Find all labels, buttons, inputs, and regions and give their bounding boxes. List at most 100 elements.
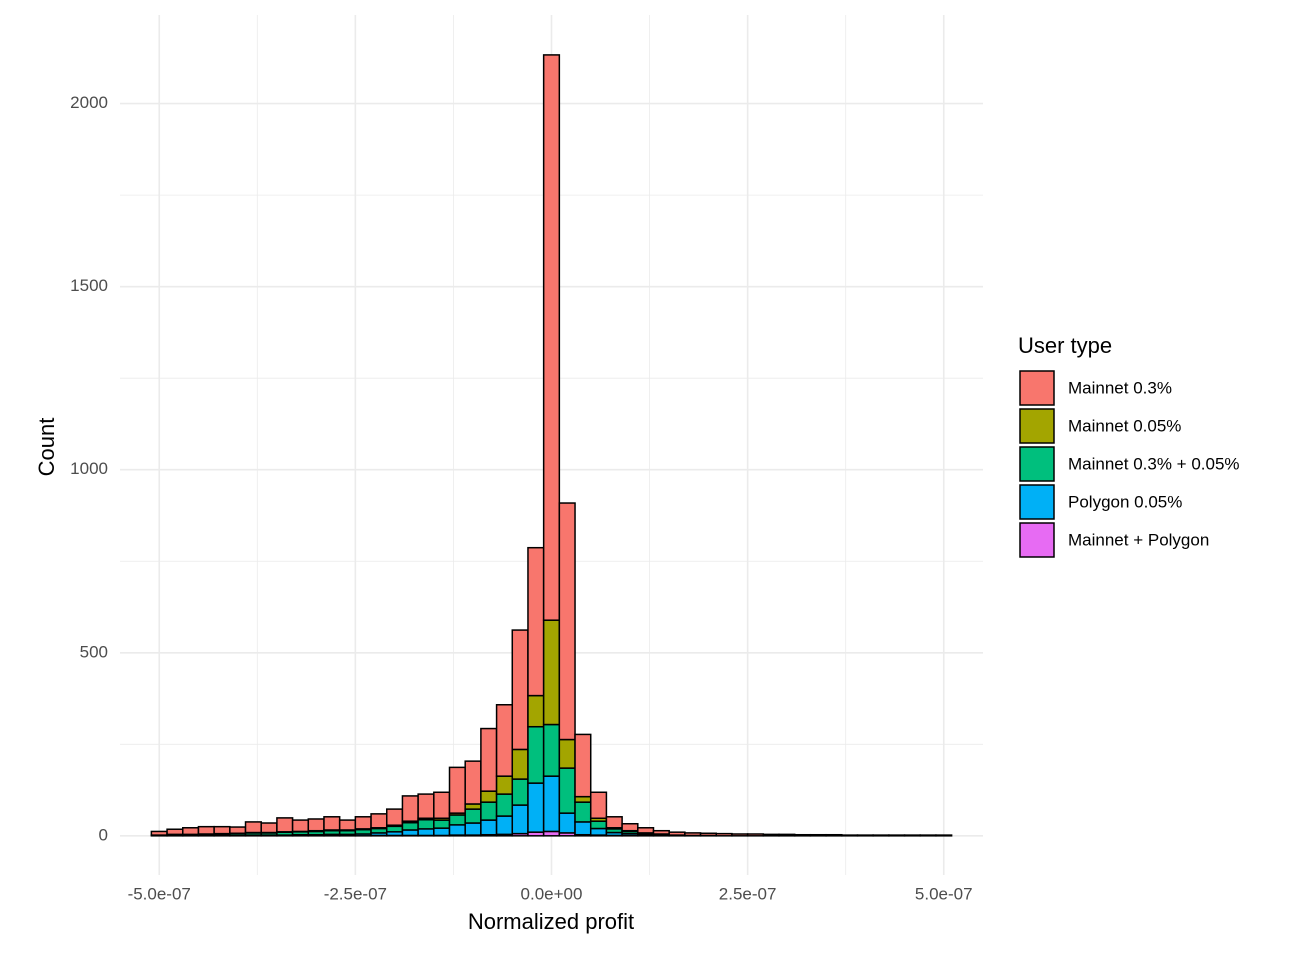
legend-swatch [1019, 446, 1055, 482]
bar [558, 767, 576, 814]
bar [527, 694, 545, 728]
y-tick-label: 2000 [70, 93, 108, 112]
bar [417, 828, 435, 837]
bar [715, 832, 733, 837]
bar [778, 833, 796, 837]
bar [433, 819, 451, 829]
bar [762, 833, 780, 837]
bar [668, 831, 686, 836]
bar [480, 727, 498, 792]
bar [558, 738, 576, 769]
bar [589, 827, 608, 836]
bar [605, 816, 623, 829]
bar [511, 778, 529, 806]
x-tick-label: 0.0e+00 [521, 884, 583, 903]
bar [480, 819, 498, 836]
bar [370, 813, 388, 829]
bar [809, 833, 827, 837]
bar [433, 791, 451, 820]
bar [197, 825, 215, 835]
bar [291, 819, 310, 833]
bar [260, 822, 278, 834]
bar [684, 832, 702, 837]
bar [699, 832, 718, 837]
bar [464, 808, 482, 824]
legend-swatch [1019, 370, 1055, 406]
bar [338, 819, 357, 831]
bar [433, 827, 451, 837]
bar [213, 825, 231, 835]
bar [558, 812, 576, 834]
bar [495, 704, 514, 777]
y-axis-title: Count [34, 418, 59, 477]
legend-label: Mainnet + Polygon [1068, 530, 1209, 549]
bar [511, 748, 529, 780]
bar [401, 829, 419, 837]
bar [574, 795, 592, 803]
x-tick-label: 5.0e-07 [915, 884, 973, 903]
legend-swatch [1019, 484, 1055, 520]
bar [448, 814, 466, 826]
bar [417, 818, 435, 830]
bar [793, 833, 812, 837]
bar [574, 821, 592, 836]
bar [417, 793, 435, 820]
bar [574, 733, 592, 798]
bar [527, 725, 545, 784]
bar [542, 54, 561, 621]
x-tick-label: -5.0e-07 [128, 884, 191, 903]
bar [480, 790, 498, 803]
legend-swatch [1019, 408, 1055, 444]
y-tick-label: 1000 [70, 459, 108, 478]
bar [480, 801, 498, 821]
bar [841, 834, 859, 837]
y-tick-label: 0 [99, 825, 108, 844]
bar [888, 834, 906, 837]
bar [652, 829, 670, 835]
bar [589, 820, 608, 830]
bar [637, 827, 655, 834]
bar [856, 834, 874, 837]
bar [401, 795, 419, 822]
bar [919, 834, 937, 837]
bar [244, 821, 262, 834]
bar [385, 825, 404, 833]
bar [542, 723, 561, 777]
bars [150, 54, 953, 837]
bar [150, 830, 168, 836]
bar [229, 826, 247, 835]
bar [574, 801, 592, 823]
bar [182, 827, 200, 836]
bar [307, 818, 325, 832]
bar [276, 817, 294, 833]
bar [464, 760, 482, 805]
bar [166, 828, 184, 836]
bar [385, 808, 404, 826]
x-tick-label: 2.5e-07 [719, 884, 777, 903]
bar [731, 833, 749, 837]
bar [495, 793, 514, 817]
legend-label: Polygon 0.05% [1068, 492, 1182, 511]
bar [511, 804, 529, 835]
bar [448, 766, 466, 814]
bar [495, 775, 514, 795]
bar [872, 834, 890, 837]
bar [527, 782, 545, 833]
bar [354, 816, 372, 830]
x-tick-label: -2.5e-07 [324, 884, 387, 903]
legend: Mainnet 0.3% Mainnet 0.05% Mainnet 0.3% + … [1019, 370, 1240, 558]
bar [511, 629, 529, 751]
bar [448, 824, 466, 836]
legend-label: Mainnet 0.3% + 0.05% [1068, 454, 1240, 473]
bar [903, 834, 921, 837]
legend-label: Mainnet 0.3% [1068, 378, 1172, 397]
bar [935, 834, 953, 837]
bar [621, 822, 639, 832]
bar [825, 833, 843, 837]
legend-label: Mainnet 0.05% [1068, 416, 1181, 435]
y-tick-label: 1500 [70, 276, 108, 295]
bar [746, 833, 765, 837]
bar [542, 775, 561, 833]
legend-title: User type [1018, 333, 1112, 358]
